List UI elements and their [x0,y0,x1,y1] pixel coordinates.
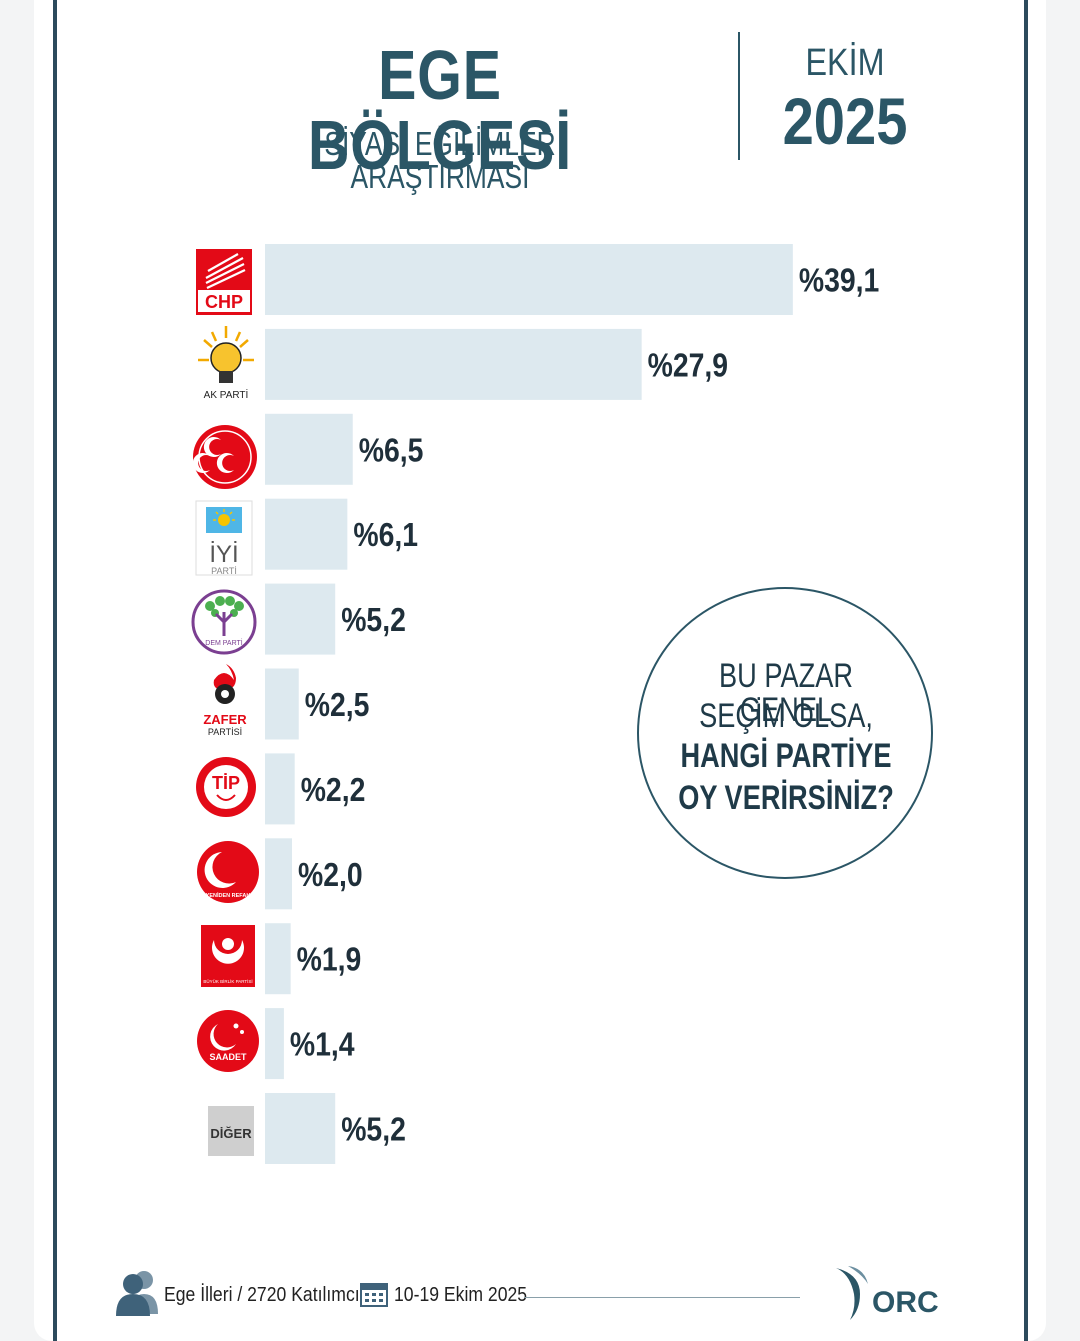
question-line-3: HANGİ PARTİYE [680,737,892,775]
page-title: EGE BÖLGESİ [307,36,573,184]
bbp-logo-text: BÜYÜK BİRLİK PARTİSİ [203,978,252,984]
bbp-logo: BÜYÜK BİRLİK PARTİSİ [201,925,255,987]
bar-10 [265,1008,284,1080]
bar-9 [265,923,291,995]
bar-7 [265,753,295,825]
sample-info: Ege İlleri / 2720 Katılımcı [164,1284,360,1306]
question-circle [637,587,933,879]
bar-8 [265,838,292,910]
saadet-logo-text: SAADET [209,1052,247,1062]
orc-logo: ORC [836,1266,939,1320]
bar-value-label-6: %2,5 [305,686,370,724]
mhp-logo [192,425,257,489]
saadet-logo: SAADET [197,1010,259,1072]
footer-rule [524,1297,800,1298]
bar-1 [265,244,793,315]
bar-value-label-8: %2,0 [298,856,363,894]
orc-logo-text: ORC [872,1286,939,1319]
participants-icon [116,1271,158,1316]
bar-value-label-9: %1,9 [297,941,362,979]
question-line-4: OY VERİRSİNİZ? [678,779,894,817]
survey-month: EKİM [805,42,885,84]
bar-5 [265,583,336,655]
value-labels-group: %39,1 %27,9 %6,5 %6,1 %5,2 %2,5 %2,2 %2,0 %1,9 %1… [290,261,879,1148]
calendar-icon [360,1283,388,1307]
bar-3 [265,413,353,485]
bar-value-label-7: %2,2 [301,771,366,809]
survey-dates: 10-19 Ekim 2025 [394,1284,528,1306]
bars-group [265,244,793,1164]
zafer-logo-subtext: PARTİSİ [208,727,242,737]
survey-year: 2025 [782,84,908,158]
frame-left-border [53,0,57,1341]
chp-logo: CHP [196,249,252,315]
bar-value-label-5: %5,2 [341,601,406,639]
bar-4 [265,498,348,570]
dem-logo-text: DEM PARTİ [205,638,243,647]
frame-right-border [1024,0,1028,1341]
bar-value-label-2: %27,9 [648,346,728,384]
bar-11 [265,1093,336,1164]
chp-logo-text: CHP [205,292,243,312]
question-line-2: SEÇİM OLSA, [699,697,873,735]
iyi-parti-logo: İYİ PARTİ [195,500,253,576]
bar-2 [265,328,642,400]
header-divider [738,32,740,160]
diger-logo: DİĞER [208,1106,254,1156]
zafer-partisi-logo: ZAFER PARTİSİ [203,664,247,737]
yrp-logo-text: YENİDEN REFAH [206,892,251,899]
page-subtitle: SİYASİ EĞİLİMLER ARAŞTIRMASI [324,125,556,195]
dem-parti-logo: DEM PARTİ [191,589,257,655]
yeniden-refah-logo: YENİDEN REFAH [197,841,259,903]
bar-value-label-4: %6,1 [353,516,418,554]
bar-value-label-11: %5,2 [341,1110,406,1148]
zafer-logo-text: ZAFER [203,712,247,727]
iyi-logo-text: İYİ [209,541,238,568]
bar-6 [265,668,299,740]
question-line-1: BU PAZAR GENEL [718,657,853,729]
diger-logo-text: DİĞER [210,1126,252,1141]
bar-value-label-3: %6,5 [359,431,424,469]
bar-value-label-10: %1,4 [290,1026,355,1064]
ak-parti-logo-text: AK PARTİ [204,388,249,401]
tip-logo-text: TİP [212,773,240,793]
bar-value-label-1: %39,1 [799,261,879,299]
ak-parti-logo: AK PARTİ [198,326,254,401]
tip-logo: TİP [196,757,256,817]
iyi-logo-subtext: PARTİ [211,566,237,576]
